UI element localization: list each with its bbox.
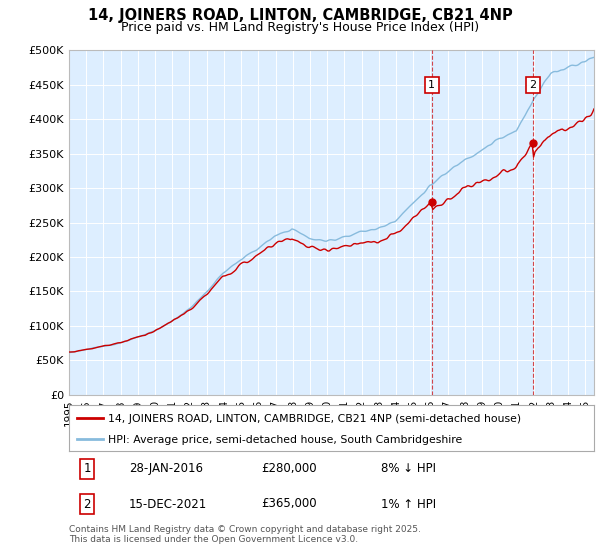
Text: Contains HM Land Registry data © Crown copyright and database right 2025.
This d: Contains HM Land Registry data © Crown c…: [69, 525, 421, 544]
Text: 1: 1: [83, 462, 91, 475]
Text: 15-DEC-2021: 15-DEC-2021: [129, 497, 207, 511]
Text: HPI: Average price, semi-detached house, South Cambridgeshire: HPI: Average price, semi-detached house,…: [109, 435, 463, 445]
Text: 2: 2: [530, 80, 536, 90]
Text: Price paid vs. HM Land Registry's House Price Index (HPI): Price paid vs. HM Land Registry's House …: [121, 21, 479, 34]
Text: 14, JOINERS ROAD, LINTON, CAMBRIDGE, CB21 4NP (semi-detached house): 14, JOINERS ROAD, LINTON, CAMBRIDGE, CB2…: [109, 414, 521, 424]
Text: 8% ↓ HPI: 8% ↓ HPI: [381, 462, 436, 475]
Text: £365,000: £365,000: [261, 497, 317, 511]
Text: 28-JAN-2016: 28-JAN-2016: [129, 462, 203, 475]
Text: 2: 2: [83, 497, 91, 511]
Text: £280,000: £280,000: [261, 462, 317, 475]
Text: 1: 1: [428, 80, 435, 90]
Text: 1% ↑ HPI: 1% ↑ HPI: [381, 497, 436, 511]
Text: 14, JOINERS ROAD, LINTON, CAMBRIDGE, CB21 4NP: 14, JOINERS ROAD, LINTON, CAMBRIDGE, CB2…: [88, 8, 512, 24]
